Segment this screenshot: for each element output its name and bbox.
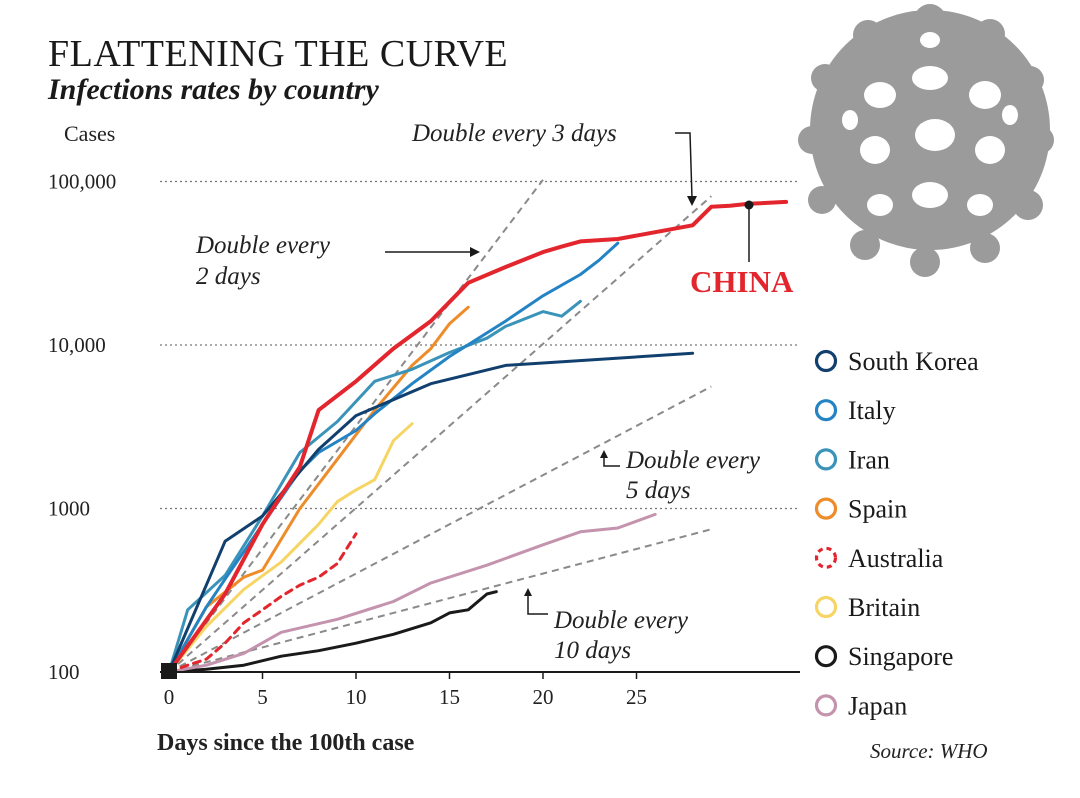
legend-label: Spain [848,495,907,524]
svg-text:Double every: Double every [553,607,689,634]
y-tick-label: 100 [48,660,80,684]
reference-line-5-days [168,385,712,673]
annotation-double-5-days: Double every 5 days [600,447,761,504]
series-line-britain [167,422,414,674]
annotation-double-2-days: Double every 2 days [195,232,480,290]
svg-text:CHINA: CHINA [690,264,794,299]
x-tick-labels: 0 5 10 15 20 25 [164,672,647,709]
svg-text:Double every 3 days: Double every 3 days [411,120,617,147]
legend-marker [814,595,838,619]
series-lines [167,199,789,674]
virus-illustration [798,4,1054,277]
reference-lines [168,179,712,673]
svg-text:10 days: 10 days [554,637,631,664]
reference-line-3-days [168,195,712,673]
series-line-spain [167,305,470,674]
series-line-japan [167,512,657,674]
y-tick-label: 100,000 [48,170,116,194]
legend-marker [814,448,838,471]
series-line-iran [167,299,582,674]
source-note: Source: WHO [870,739,988,763]
legend-marker [814,497,838,520]
series-line-china [167,199,789,674]
legend: South Korea Italy Iran Spain Australia Britai… [814,347,979,720]
chart-title: FLATTENING THE CURVE [48,33,508,75]
svg-text:2 days: 2 days [196,263,261,290]
legend-marker [814,546,838,569]
x-tick-label: 15 [439,685,460,709]
annotation-double-10-days: Double every 10 days [524,588,689,664]
legend-label: Japan [848,691,907,720]
svg-text:Double every: Double every [195,232,331,259]
legend-label: Iran [848,445,890,474]
y-tick-label: 1000 [48,497,90,521]
origin-marker [161,663,177,679]
legend-label: South Korea [848,347,979,376]
annotation-double-3-days: Double every 3 days [411,120,697,206]
legend-marker [814,349,838,373]
x-tick-label: 0 [164,685,175,709]
legend-marker [814,399,838,422]
x-axis-label: Days since the 100th case [157,730,415,756]
legend-marker [814,694,838,717]
series-line-south-korea [167,351,695,674]
x-tick-label: 25 [626,685,647,709]
legend-label: Britain [848,593,920,622]
legend-label: Australia [848,544,944,573]
legend-label: Singapore [848,642,953,671]
x-tick-label: 5 [257,685,268,709]
legend-marker [814,645,838,668]
series-line-singapore [167,590,498,674]
reference-line-10-days [168,528,712,673]
svg-text:Double every: Double every [625,447,761,474]
y-tick-label: 10,000 [48,333,106,357]
y-axis-label: Cases [64,121,115,146]
x-tick-label: 10 [346,685,367,709]
y-tick-labels: 100 1000 10,000 100,000 [48,170,116,685]
x-tick-label: 20 [533,685,554,709]
chart-subtitle: Infections rates by country [47,73,380,106]
series-line-australia [167,532,358,674]
svg-text:5 days: 5 days [626,477,691,504]
legend-label: Italy [848,396,896,425]
series-line-italy [167,241,620,674]
china-annotation: CHINA [690,200,794,299]
